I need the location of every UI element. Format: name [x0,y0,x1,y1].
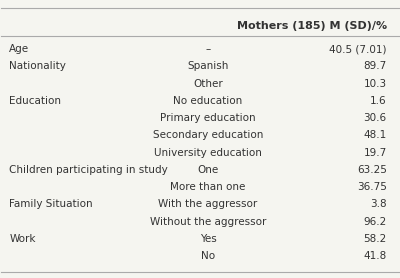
Text: 30.6: 30.6 [364,113,387,123]
Text: University education: University education [154,148,262,158]
Text: 36.75: 36.75 [357,182,387,192]
Text: 3.8: 3.8 [370,199,387,209]
Text: No education: No education [173,96,242,106]
Text: More than one: More than one [170,182,246,192]
Text: Without the aggressor: Without the aggressor [150,217,266,227]
Text: 41.8: 41.8 [364,251,387,261]
Text: 96.2: 96.2 [364,217,387,227]
Text: Other: Other [193,79,223,89]
Text: Spanish: Spanish [187,61,229,71]
Text: Age: Age [9,44,30,54]
Text: 89.7: 89.7 [364,61,387,71]
Text: One: One [197,165,218,175]
Text: 48.1: 48.1 [364,130,387,140]
Text: –: – [205,44,210,54]
Text: Children participating in study: Children participating in study [9,165,168,175]
Text: Yes: Yes [200,234,216,244]
Text: 1.6: 1.6 [370,96,387,106]
Text: 63.25: 63.25 [357,165,387,175]
Text: 58.2: 58.2 [364,234,387,244]
Text: No: No [201,251,215,261]
Text: 10.3: 10.3 [364,79,387,89]
Text: Secondary education: Secondary education [153,130,263,140]
Text: Primary education: Primary education [160,113,256,123]
Text: With the aggressor: With the aggressor [158,199,258,209]
Text: 40.5 (7.01): 40.5 (7.01) [329,44,387,54]
Text: 19.7: 19.7 [364,148,387,158]
Text: Mothers (185) M (SD)/%: Mothers (185) M (SD)/% [236,21,387,31]
Text: Family Situation: Family Situation [9,199,93,209]
Text: Work: Work [9,234,36,244]
Text: Education: Education [9,96,61,106]
Text: Nationality: Nationality [9,61,66,71]
